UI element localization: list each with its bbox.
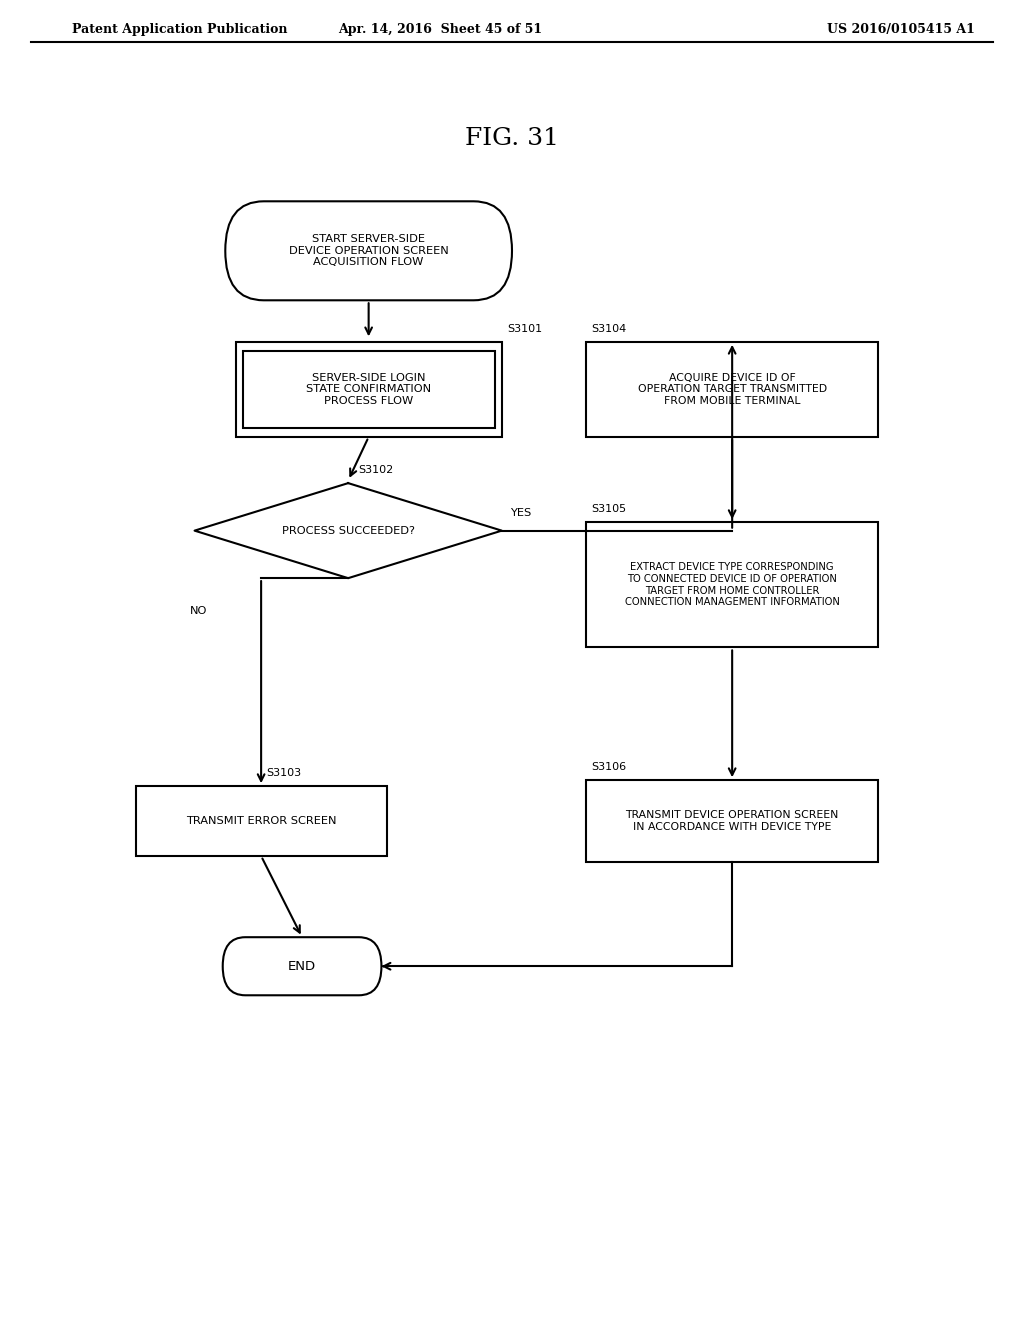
Text: YES: YES bbox=[510, 508, 531, 519]
FancyBboxPatch shape bbox=[225, 201, 512, 300]
Bar bbox=[243, 351, 495, 428]
Bar bbox=[135, 787, 387, 857]
Text: S3104: S3104 bbox=[592, 323, 627, 334]
Text: S3103: S3103 bbox=[266, 768, 301, 777]
Bar bbox=[586, 342, 878, 437]
Text: TRANSMIT DEVICE OPERATION SCREEN
IN ACCORDANCE WITH DEVICE TYPE: TRANSMIT DEVICE OPERATION SCREEN IN ACCO… bbox=[626, 810, 839, 832]
Polygon shape bbox=[195, 483, 502, 578]
Text: START SERVER-SIDE
DEVICE OPERATION SCREEN
ACQUISITION FLOW: START SERVER-SIDE DEVICE OPERATION SCREE… bbox=[289, 234, 449, 268]
Bar bbox=[236, 342, 502, 437]
Text: S3101: S3101 bbox=[507, 323, 542, 334]
Text: S3102: S3102 bbox=[358, 465, 393, 475]
Text: S3105: S3105 bbox=[592, 504, 627, 513]
Text: ACQUIRE DEVICE ID OF
OPERATION TARGET TRANSMITTED
FROM MOBILE TERMINAL: ACQUIRE DEVICE ID OF OPERATION TARGET TR… bbox=[638, 372, 826, 407]
Text: Apr. 14, 2016  Sheet 45 of 51: Apr. 14, 2016 Sheet 45 of 51 bbox=[338, 22, 543, 36]
Text: Patent Application Publication: Patent Application Publication bbox=[72, 22, 287, 36]
Text: FIG. 31: FIG. 31 bbox=[465, 127, 559, 150]
Text: PROCESS SUCCEEDED?: PROCESS SUCCEEDED? bbox=[282, 525, 415, 536]
Text: TRANSMIT ERROR SCREEN: TRANSMIT ERROR SCREEN bbox=[186, 816, 336, 826]
Bar bbox=[586, 780, 878, 862]
Text: EXTRACT DEVICE TYPE CORRESPONDING
TO CONNECTED DEVICE ID OF OPERATION
TARGET FRO: EXTRACT DEVICE TYPE CORRESPONDING TO CON… bbox=[625, 562, 840, 607]
Text: END: END bbox=[288, 960, 316, 973]
Text: US 2016/0105415 A1: US 2016/0105415 A1 bbox=[827, 22, 975, 36]
Text: S3106: S3106 bbox=[592, 762, 627, 772]
Text: NO: NO bbox=[189, 606, 207, 616]
Text: SERVER-SIDE LOGIN
STATE CONFIRMATION
PROCESS FLOW: SERVER-SIDE LOGIN STATE CONFIRMATION PRO… bbox=[306, 372, 431, 407]
Bar bbox=[586, 521, 878, 647]
FancyBboxPatch shape bbox=[222, 937, 381, 995]
